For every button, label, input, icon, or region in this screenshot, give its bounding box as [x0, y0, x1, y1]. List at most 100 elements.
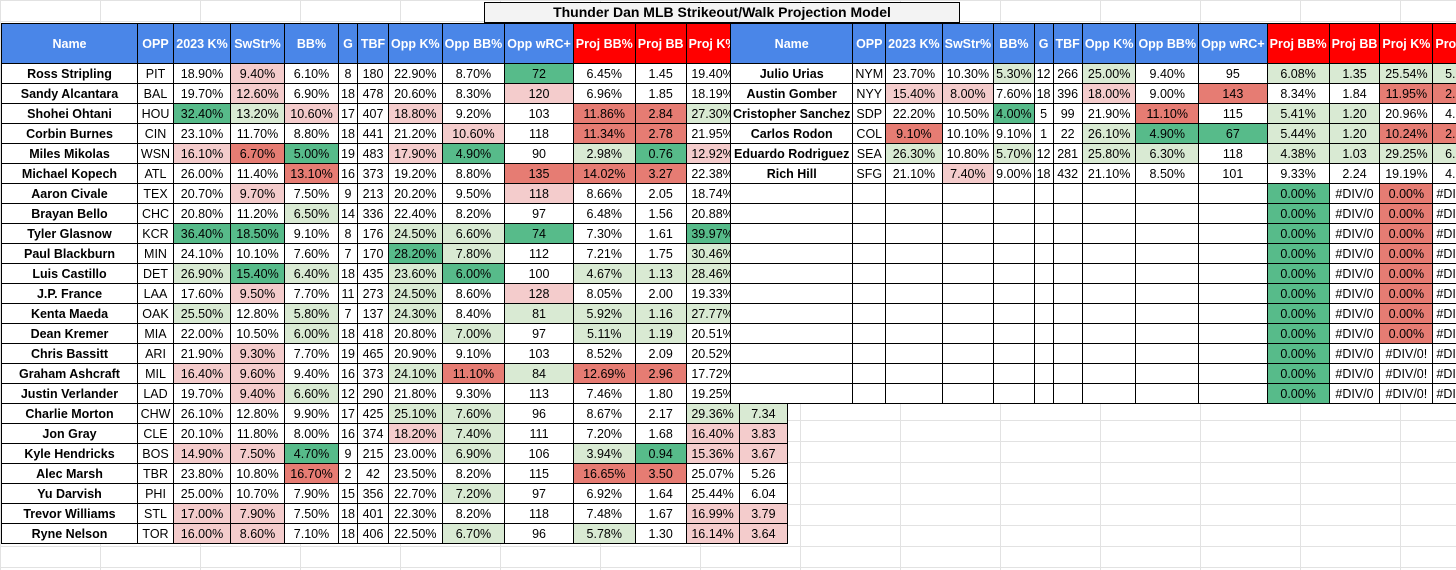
cell-swstr-pct[interactable]: 10.70%: [230, 483, 285, 504]
cell-opp-wrc-plus[interactable]: 96: [504, 523, 574, 544]
cell-tbf[interactable]: [1052, 323, 1083, 344]
cell-games[interactable]: 14: [338, 203, 358, 224]
cell-games[interactable]: 19: [338, 343, 358, 364]
cell-opp-bb-pct[interactable]: [1135, 303, 1200, 324]
cell-opp[interactable]: ARI: [137, 343, 174, 364]
cell-proj-k-pct[interactable]: 19.25%: [685, 383, 740, 404]
cell-proj-k-pct[interactable]: 25.07%: [685, 463, 740, 484]
cell-name[interactable]: Aaron Civale: [1, 183, 138, 204]
cell-opp-bb-pct[interactable]: 11.10%: [441, 363, 506, 384]
cell-opp-bb-pct[interactable]: 8.20%: [441, 463, 506, 484]
cell-name[interactable]: [729, 383, 854, 404]
cell-bb-pct[interactable]: [993, 323, 1035, 344]
cell-k-pct-2023[interactable]: [885, 363, 943, 384]
cell-opp[interactable]: TBR: [137, 463, 174, 484]
cell-proj-bb[interactable]: 2.24: [1328, 163, 1381, 184]
cell-opp-wrc-plus[interactable]: [1198, 323, 1268, 344]
cell-swstr-pct[interactable]: [941, 343, 995, 364]
header-games[interactable]: G: [1033, 23, 1054, 64]
cell-opp-bb-pct[interactable]: 6.30%: [1135, 143, 1200, 164]
cell-proj-bb[interactable]: 1.84: [1328, 83, 1381, 104]
cell-k-pct-2023[interactable]: [885, 303, 943, 324]
cell-bb-pct[interactable]: 6.90%: [284, 83, 339, 104]
cell-opp-bb-pct[interactable]: [1135, 223, 1200, 244]
cell-tbf[interactable]: 373: [357, 163, 389, 184]
cell-proj-bb[interactable]: 2.09: [634, 343, 687, 364]
cell-opp-k-pct[interactable]: [1081, 363, 1137, 384]
cell-proj-bb-pct[interactable]: 7.46%: [572, 383, 636, 404]
cell-k-pct-2023[interactable]: 22.00%: [173, 323, 231, 344]
cell-proj-k-pct[interactable]: 10.24%: [1379, 123, 1434, 144]
cell-proj-ks[interactable]: 3.64: [738, 523, 789, 544]
cell-bb-pct[interactable]: 7.90%: [284, 483, 339, 504]
cell-name[interactable]: [729, 223, 854, 244]
cell-proj-bb[interactable]: 1.67: [634, 503, 687, 524]
cell-bb-pct[interactable]: 13.10%: [284, 163, 339, 184]
cell-proj-k-pct[interactable]: 30.46%: [685, 243, 740, 264]
header-proj-ks[interactable]: Proj Ks: [1432, 23, 1456, 64]
cell-name[interactable]: Justin Verlander: [1, 383, 138, 404]
cell-k-pct-2023[interactable]: [885, 383, 943, 404]
cell-proj-bb-pct[interactable]: 8.67%: [572, 403, 636, 424]
cell-tbf[interactable]: 273: [357, 283, 389, 304]
cell-tbf[interactable]: 441: [357, 123, 389, 144]
header-tbf[interactable]: TBF: [1052, 23, 1083, 64]
cell-proj-k-pct[interactable]: 29.25%: [1379, 143, 1434, 164]
cell-swstr-pct[interactable]: 6.70%: [230, 143, 285, 164]
cell-proj-bb[interactable]: 2.00: [634, 283, 687, 304]
cell-games[interactable]: 19: [338, 143, 358, 164]
cell-opp-wrc-plus[interactable]: 74: [504, 223, 574, 244]
header-k-pct-2023[interactable]: 2023 K%: [885, 23, 943, 64]
cell-opp-bb-pct[interactable]: [1135, 363, 1200, 384]
cell-proj-bb[interactable]: 1.03: [1328, 143, 1381, 164]
cell-opp-k-pct[interactable]: 23.00%: [388, 443, 443, 464]
cell-opp[interactable]: NYY: [852, 83, 887, 104]
cell-name[interactable]: Alec Marsh: [1, 463, 138, 484]
cell-proj-bb-pct[interactable]: 7.30%: [572, 223, 636, 244]
cell-k-pct-2023[interactable]: [885, 323, 943, 344]
cell-proj-bb[interactable]: #DIV/0: [1328, 383, 1381, 404]
cell-tbf[interactable]: 435: [357, 263, 389, 284]
cell-swstr-pct[interactable]: [941, 203, 995, 224]
cell-proj-bb[interactable]: 2.17: [634, 403, 687, 424]
cell-proj-bb-pct[interactable]: 12.69%: [572, 363, 636, 384]
cell-tbf[interactable]: 406: [357, 523, 389, 544]
cell-name[interactable]: Michael Kopech: [1, 163, 138, 184]
cell-name[interactable]: Kenta Maeda: [1, 303, 138, 324]
cell-opp-wrc-plus[interactable]: 67: [1198, 123, 1268, 144]
cell-bb-pct[interactable]: [993, 303, 1035, 324]
cell-opp[interactable]: [852, 223, 887, 244]
cell-proj-bb[interactable]: 1.68: [634, 423, 687, 444]
cell-opp-k-pct[interactable]: [1081, 223, 1137, 244]
header-proj-k-pct[interactable]: Proj K%: [1379, 23, 1434, 64]
cell-proj-ks[interactable]: #DIV/0!: [1432, 223, 1456, 244]
cell-games[interactable]: 12: [1033, 63, 1054, 84]
cell-opp[interactable]: TEX: [137, 183, 174, 204]
cell-proj-bb[interactable]: #DIV/0: [1328, 203, 1381, 224]
cell-k-pct-2023[interactable]: 24.10%: [173, 243, 231, 264]
cell-tbf[interactable]: 425: [357, 403, 389, 424]
cell-opp-k-pct[interactable]: 18.00%: [1081, 83, 1137, 104]
cell-proj-bb[interactable]: #DIV/0: [1328, 183, 1381, 204]
cell-name[interactable]: Shohei Ohtani: [1, 103, 138, 124]
cell-k-pct-2023[interactable]: [885, 243, 943, 264]
cell-opp[interactable]: HOU: [137, 103, 174, 124]
cell-proj-bb[interactable]: #DIV/0: [1328, 263, 1381, 284]
cell-name[interactable]: [729, 283, 854, 304]
cell-proj-ks[interactable]: 5.66: [1432, 63, 1456, 84]
cell-tbf[interactable]: 215: [357, 443, 389, 464]
cell-bb-pct[interactable]: 7.70%: [284, 343, 339, 364]
cell-proj-k-pct[interactable]: 16.14%: [685, 523, 740, 544]
cell-bb-pct[interactable]: [993, 363, 1035, 384]
cell-proj-ks[interactable]: #DIV/0!: [1432, 343, 1456, 364]
header-opp-k-pct[interactable]: Opp K%: [1081, 23, 1137, 64]
cell-opp[interactable]: STL: [137, 503, 174, 524]
cell-proj-k-pct[interactable]: 18.19%: [685, 83, 740, 104]
cell-opp-k-pct[interactable]: 21.20%: [388, 123, 443, 144]
cell-proj-ks[interactable]: 3.67: [738, 443, 789, 464]
cell-opp-k-pct[interactable]: 20.20%: [388, 183, 443, 204]
cell-proj-ks[interactable]: 7.34: [738, 403, 789, 424]
cell-proj-bb-pct[interactable]: 16.65%: [572, 463, 636, 484]
cell-opp-bb-pct[interactable]: 8.80%: [441, 163, 506, 184]
cell-swstr-pct[interactable]: 18.50%: [230, 223, 285, 244]
